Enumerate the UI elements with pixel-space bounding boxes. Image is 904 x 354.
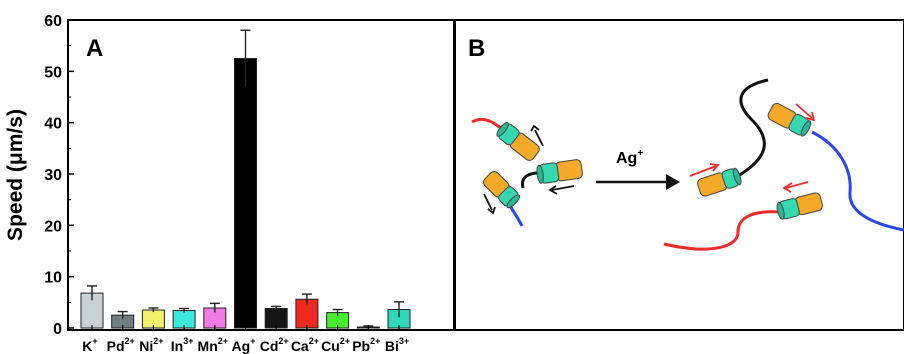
y-axis: 0 10 20 30 40 50 60	[44, 13, 74, 338]
reaction-label: Ag+	[616, 148, 643, 167]
x-tick-label: K+	[82, 336, 97, 354]
red-arrow-icon-1	[689, 163, 720, 177]
x-tick-label: Cd2+	[260, 336, 289, 354]
arrow-icon-left	[548, 185, 575, 195]
x-tick-label: Bi3+	[385, 336, 409, 354]
tail-red-long	[663, 210, 781, 251]
arrow-icon-up	[530, 124, 544, 147]
y-tick-label: 40	[44, 116, 62, 133]
y-tick-label: 10	[44, 270, 62, 287]
x-tick-label: Ni2+	[139, 336, 163, 354]
motor-3	[483, 171, 521, 209]
x-tick-label: Mn2+	[198, 336, 228, 354]
y-tick-label: 20	[44, 218, 62, 235]
plot-frame	[67, 19, 455, 331]
bars	[80, 29, 411, 329]
x-axis: K+ Pd2+ Ni2+ In3+ Mn2+ Ag+ Cd2+ Ca2+ Cu2+ Pb2+ Bi3…	[82, 325, 409, 354]
red-arrow-icon-2	[795, 103, 816, 122]
y-tick-label: 0	[53, 321, 62, 338]
arrow-icon-down	[483, 193, 496, 215]
panel-b: B	[454, 19, 904, 331]
reaction-arrow-icon	[596, 174, 680, 190]
motor-4	[697, 167, 742, 197]
tail-black-long	[737, 78, 769, 178]
motor-2	[536, 159, 583, 184]
red-arrow-icon-3	[782, 181, 809, 193]
bar	[234, 58, 257, 329]
panel-a-label: A	[86, 35, 103, 62]
x-tick-label: Ag+	[232, 336, 256, 354]
y-axis-label: Speed (μm/s)	[4, 109, 27, 241]
y-tick-label: 60	[44, 13, 62, 30]
motor-5	[767, 102, 812, 137]
x-tick-label: Pb2+	[352, 336, 380, 354]
x-tick-label: Ca2+	[291, 336, 319, 354]
panel-b-frame	[454, 19, 904, 331]
y-tick-label: 50	[44, 64, 62, 81]
x-tick-label: Pd2+	[107, 336, 135, 354]
x-tick-label: Cu2+	[321, 336, 350, 354]
tail-blue	[508, 205, 524, 227]
motor-6	[776, 192, 823, 220]
panel-a: A Speed (μm/s) 0 10 20 30 40 50 60 K+ Pd2+ Ni2+ I…	[4, 13, 455, 354]
tail-blue-long	[811, 130, 904, 232]
y-tick-label: 30	[44, 167, 62, 184]
motor-1	[496, 122, 540, 161]
panel-b-label: B	[468, 35, 485, 62]
x-tick-label: In3+	[171, 336, 194, 354]
